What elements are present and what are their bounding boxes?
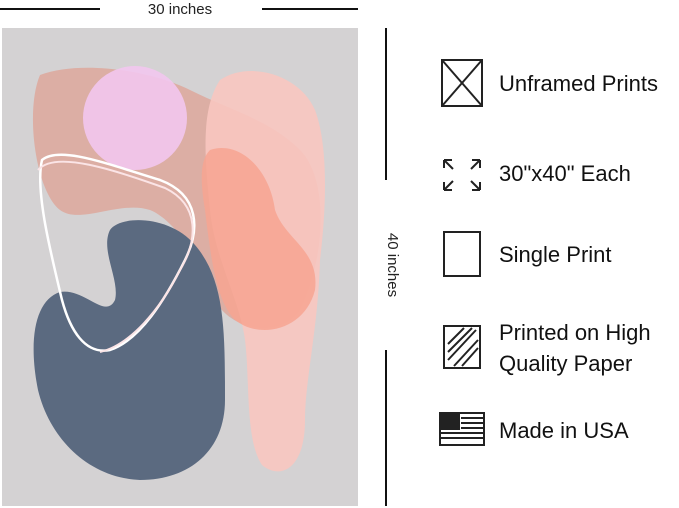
width-label: 30 inches <box>148 1 212 18</box>
artwork <box>2 28 358 506</box>
feature-label: 30"x40" Each <box>499 161 631 186</box>
feature-label: Single Print <box>499 242 612 267</box>
icons <box>439 59 485 446</box>
flag-canton <box>441 414 460 430</box>
feature-label: Unframed Prints <box>499 71 658 96</box>
feature-label: Printed on High <box>499 320 651 345</box>
height-label: 40 inches <box>384 233 401 297</box>
feature-label: Made in USA <box>499 418 629 443</box>
feature-label: Quality Paper <box>499 351 632 376</box>
